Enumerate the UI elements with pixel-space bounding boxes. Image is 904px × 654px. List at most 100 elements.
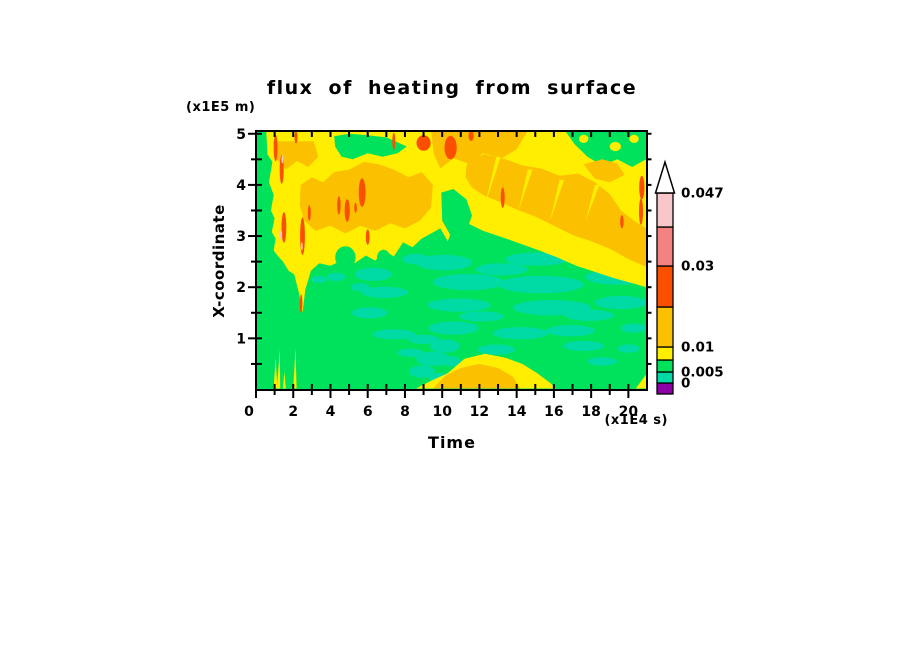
contour-region-teal <box>311 275 327 284</box>
contour-region-orangered <box>468 131 474 141</box>
contour-region-teal <box>621 323 647 333</box>
contour-region-teal <box>498 275 584 294</box>
contour-region-green <box>334 133 407 160</box>
x-tick-label: 0 <box>244 404 254 420</box>
x-tick-label: 8 <box>400 404 410 420</box>
colorbar-label: 0 <box>681 376 690 392</box>
contour-region-golden <box>272 141 319 170</box>
contour-region-teal <box>397 348 424 357</box>
contour-region-teal <box>427 298 491 312</box>
contour-region-pink <box>280 229 283 241</box>
contour-region-orangered <box>354 202 357 213</box>
colorbar-segment-pink <box>656 192 674 228</box>
x-axis-title: Time <box>428 433 476 452</box>
colorbar-segment-teal <box>656 371 674 384</box>
contour-region-orangered <box>300 217 305 256</box>
contour-region-teal <box>416 254 472 271</box>
contour-region-green <box>335 246 356 269</box>
contour-region-golden <box>465 154 647 267</box>
colorbar-overflow-arrow <box>654 159 676 194</box>
y-tick-label: 3 <box>236 229 246 245</box>
y-tick-label: 1 <box>236 331 246 347</box>
colorbar-segment-orangered <box>656 265 674 308</box>
contour-region-teal <box>563 340 605 352</box>
contour-region-green <box>377 249 390 266</box>
contour-region-orangered <box>444 135 457 160</box>
colorbar-segment-green <box>656 359 674 373</box>
contour-region-orangered <box>639 175 645 200</box>
x-tick-label: 14 <box>507 404 527 420</box>
contour-region-orangered <box>620 215 624 229</box>
contour-region-teal <box>326 272 346 282</box>
contour-region-orangered <box>365 229 370 245</box>
contour-region-teal <box>475 263 528 276</box>
colorbar-segment-golden <box>656 306 674 348</box>
contour-region-orangered <box>294 131 298 144</box>
contour-region-teal <box>546 325 595 337</box>
x-tick-label: 4 <box>326 404 336 420</box>
contour-region-teal <box>492 327 549 340</box>
contour-region-teal <box>432 273 504 291</box>
contour-region-teal <box>416 351 450 366</box>
contour-region-orangered <box>273 134 278 162</box>
y-axis-unit-label: (x1E5 m) <box>186 100 256 115</box>
contour-region-orangered <box>307 205 311 221</box>
contour-region-orangered <box>392 132 396 151</box>
contour-region-teal <box>361 286 408 298</box>
contour-region-yellow <box>283 371 286 389</box>
plot-frame <box>255 130 648 391</box>
contour-region-teal <box>430 339 460 353</box>
contour-region-yellow <box>579 134 589 143</box>
contour-region-yellow <box>276 349 281 389</box>
colorbar-label: 0.01 <box>681 340 714 356</box>
contour-region-teal <box>459 311 504 322</box>
y-tick-label: 5 <box>236 127 246 143</box>
contour-region-teal <box>617 344 640 353</box>
contour-region-orangered <box>639 198 643 225</box>
contour-region-teal <box>594 295 647 310</box>
contour-region-pink <box>281 155 284 164</box>
contour-region-orangered <box>358 178 366 207</box>
contour-region-teal <box>565 309 614 321</box>
colorbar-label: 0.005 <box>681 365 724 381</box>
contour-region-teal <box>408 365 435 378</box>
x-tick-label: 6 <box>363 404 373 420</box>
y-tick-label: 4 <box>236 178 246 194</box>
contour-region-teal <box>587 357 618 366</box>
contour-region-yellow <box>550 179 565 221</box>
contour-region-orangered <box>500 187 505 208</box>
contour-region-teal <box>428 321 479 335</box>
y-tick-label: 2 <box>236 280 246 296</box>
contour-region-teal <box>442 356 461 367</box>
contour-region-orangered <box>344 199 350 222</box>
contour-region-teal <box>351 307 388 319</box>
contour-region-yellow <box>518 169 533 211</box>
contour-region-orangered <box>281 212 287 243</box>
contour-region-pink <box>300 242 303 251</box>
colorbar-label: 0.03 <box>681 259 714 275</box>
contour-region-yellow <box>273 357 278 389</box>
contour-region-yellow <box>293 348 297 389</box>
contour-region-yellow <box>629 134 639 143</box>
contour-region-teal <box>354 267 392 281</box>
contour-region-teal <box>505 252 569 266</box>
contour-region-teal <box>477 344 515 355</box>
x-tick-label: 16 <box>544 404 563 420</box>
x-tick-label: 12 <box>470 404 489 420</box>
chart-title: flux of heating from surface <box>266 77 638 99</box>
contour-region-yellow <box>585 184 600 221</box>
colorbar: 00.005 0.01 0.03 0.047 <box>654 159 724 395</box>
colorbar-segment-yellow <box>656 346 674 361</box>
x-axis-unit-label: (x1E4 s) <box>604 413 668 428</box>
contour-region-golden <box>583 159 625 183</box>
contour-region-yellow <box>635 374 647 389</box>
contour-region-green <box>441 189 472 238</box>
contour-region-orangered <box>337 196 341 215</box>
contour-region-golden <box>299 161 433 234</box>
colorbar-segment-purple <box>656 382 674 395</box>
x-tick-label: 18 <box>581 404 600 420</box>
colorbar-label: 0.047 <box>681 186 724 202</box>
